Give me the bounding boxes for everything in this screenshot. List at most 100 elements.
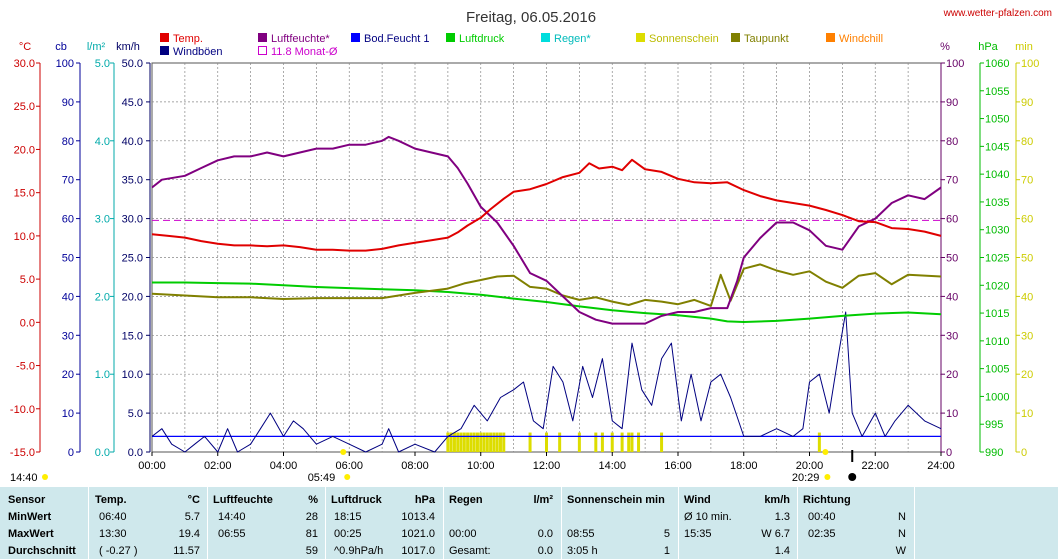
legend-swatch [731, 33, 740, 42]
moon-phase-icon [848, 473, 857, 481]
legend-label: Temp. [173, 33, 203, 45]
stat-wind-v: 1.4 [774, 545, 790, 557]
legend-swatch [258, 33, 267, 42]
legend-swatch [160, 46, 169, 55]
temp-tick-label: 30.0 [14, 58, 35, 70]
sunshine-bar [817, 432, 821, 452]
cb-tick-label: 70 [62, 175, 74, 187]
site-link[interactable]: www.wetter-pfalzen.com [943, 8, 1052, 19]
sun-tick-label: 50 [1021, 253, 1033, 265]
pressure-tick-label: 1055 [985, 86, 1009, 98]
stat-press-v: 1013.4 [401, 511, 435, 523]
temp-tick-label: 15.0 [14, 188, 35, 200]
stat-temp-t: 13:30 [99, 528, 127, 540]
humidity-tick-label: 40 [946, 291, 958, 303]
pressure-tick-label: 1015 [985, 308, 1009, 320]
stat-label: MinWert [8, 511, 52, 523]
rain-tick-label: 3.0 [95, 214, 110, 226]
temp-tick-label: 0.0 [20, 317, 35, 329]
sunshine-bar [577, 432, 581, 452]
temp-tick-label: -10.0 [10, 404, 35, 416]
sunrise-icon [344, 474, 351, 480]
pressure-tick-label: 1010 [985, 336, 1009, 348]
header-wind-unit: km/h [764, 494, 790, 506]
sunshine-bar [620, 432, 624, 452]
pressure-tick-label: 1040 [985, 169, 1009, 181]
stat-dir-v: W [895, 545, 906, 557]
moonrise-time: 14:40 [10, 472, 38, 484]
pressure-tick-label: 995 [985, 419, 1003, 431]
sunshine-bar [498, 432, 502, 452]
legend-swatch [541, 33, 550, 42]
stat-dir-t: 00:40 [808, 511, 836, 523]
plot-area [151, 135, 942, 453]
header-humidity: Luftfeuchte [213, 494, 273, 506]
sunrise-marker [340, 449, 347, 455]
cb-tick-label: 90 [62, 97, 74, 109]
cb-tick-label: 100 [56, 58, 74, 70]
stat-sun-t: 08:55 [567, 528, 595, 540]
plot-frame [151, 62, 942, 453]
wind-tick-label: 40.0 [122, 136, 143, 148]
stat-press-v: 1021.0 [401, 528, 435, 540]
temp-tick-label: 10.0 [14, 231, 35, 243]
sunshine-bar [627, 432, 631, 452]
legend-swatch [351, 33, 360, 42]
sun-tick-label: 0 [1021, 447, 1027, 459]
sunset-icon [824, 474, 831, 480]
stat-hum-t: 06:55 [218, 528, 246, 540]
cb-tick-label: 30 [62, 330, 74, 342]
sunshine-bar [472, 432, 476, 452]
wind-tick-label: 0.0 [128, 447, 143, 459]
rain-tick-label: 1.0 [95, 369, 110, 381]
header-humidity-unit: % [308, 494, 318, 506]
sunshine-bar [528, 432, 532, 452]
sunshine-bar [469, 432, 473, 452]
stat-wind-t: 15:35 [684, 528, 712, 540]
sun-tick-label: 10 [1021, 408, 1033, 420]
sun-tick-label: 40 [1021, 291, 1033, 303]
sunshine-bar [456, 432, 460, 452]
sunshine-bar [452, 432, 456, 452]
humidity-tick-label: 60 [946, 214, 958, 226]
legend-label: Bod.Feucht 1 [364, 33, 429, 45]
humidity-tick-label: 90 [946, 97, 958, 109]
pressure-tick-label: 990 [985, 447, 1003, 459]
header-wind: Wind [684, 494, 711, 506]
wind-axis-unit: km/h [116, 41, 140, 53]
sunshine-bar [485, 432, 489, 452]
sunshine-bar [545, 432, 548, 452]
temp-tick-label: 5.0 [20, 274, 35, 286]
pressure-tick-label: 1000 [985, 391, 1009, 403]
cb-tick-label: 60 [62, 214, 74, 226]
x-tick-label: 02:00 [204, 460, 232, 472]
stat-sun-t: 3:05 h [567, 545, 598, 557]
wind-tick-label: 50.0 [122, 58, 143, 70]
wind-tick-label: 25.0 [122, 253, 143, 265]
cb-tick-label: 10 [62, 408, 74, 420]
pressure-tick-label: 1030 [985, 225, 1009, 237]
header-pressure-unit: hPa [414, 494, 435, 506]
sun-tick-label: 60 [1021, 214, 1033, 226]
stat-press-t: 18:15 [334, 511, 362, 523]
sunshine-bar [479, 432, 483, 452]
stat-wind-v: 1.3 [774, 511, 790, 523]
x-tick-label: 10:00 [467, 460, 495, 472]
sun-tick-label: 70 [1021, 175, 1033, 187]
stat-dir-t: 02:35 [808, 528, 836, 540]
pressure-tick-label: 1035 [985, 197, 1009, 209]
humidity-tick-label: 20 [946, 369, 958, 381]
x-tick-label: 14:00 [598, 460, 626, 472]
header-sunshine: Sonnenschein min [567, 494, 665, 506]
legend-label: Regen* [554, 33, 591, 45]
header-rain-unit: l/m² [533, 494, 553, 506]
stat-press-t: ^0.9hPa/h [334, 545, 384, 557]
statistics-table: Sensor Temp. °C Luftfeuchte % Luftdruck … [0, 487, 1058, 559]
sun-tick-label: 80 [1021, 136, 1033, 148]
humidity-tick-label: 10 [946, 408, 958, 420]
sun-tick-label: 90 [1021, 97, 1033, 109]
rain-tick-label: 0.0 [95, 447, 110, 459]
rain-tick-label: 4.0 [95, 136, 110, 148]
header-temp-unit: °C [187, 494, 200, 506]
pressure-tick-label: 1025 [985, 253, 1009, 265]
